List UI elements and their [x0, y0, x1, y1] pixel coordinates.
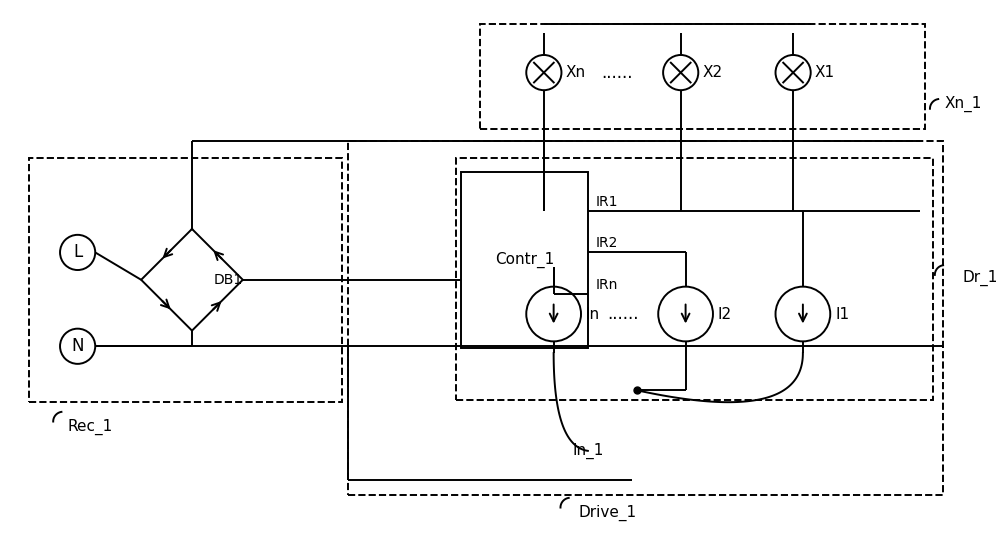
Text: ......: ...... [601, 63, 633, 82]
Bar [480, 24, 925, 130]
Text: In: In [586, 307, 600, 321]
Text: Contr_1: Contr_1 [495, 252, 554, 268]
Text: Dr_1: Dr_1 [962, 270, 998, 286]
Bar [456, 158, 933, 400]
Circle shape [60, 235, 95, 270]
Bar [29, 158, 342, 402]
Text: IRn: IRn [596, 278, 618, 292]
Circle shape [776, 55, 811, 90]
Text: Drive_1: Drive_1 [578, 504, 636, 520]
Text: X1: X1 [815, 65, 835, 80]
Circle shape [776, 287, 830, 341]
Circle shape [526, 55, 561, 90]
Bar [348, 141, 943, 495]
Text: In_1: In_1 [572, 443, 604, 459]
Text: IR1: IR1 [596, 195, 618, 209]
Text: I2: I2 [718, 307, 732, 321]
Circle shape [658, 287, 713, 341]
Circle shape [60, 328, 95, 364]
Text: ......: ...... [607, 305, 639, 323]
Text: I1: I1 [835, 307, 849, 321]
Text: DB1: DB1 [213, 273, 243, 287]
Text: Rec_1: Rec_1 [68, 418, 113, 435]
Bar [461, 172, 588, 348]
Circle shape [526, 287, 581, 341]
Text: Xn: Xn [565, 65, 585, 80]
Text: N: N [71, 337, 84, 355]
Text: L: L [73, 243, 82, 261]
Text: Xn_1: Xn_1 [945, 96, 982, 112]
Text: IR2: IR2 [596, 236, 618, 250]
Text: X2: X2 [702, 65, 722, 80]
Circle shape [663, 55, 698, 90]
